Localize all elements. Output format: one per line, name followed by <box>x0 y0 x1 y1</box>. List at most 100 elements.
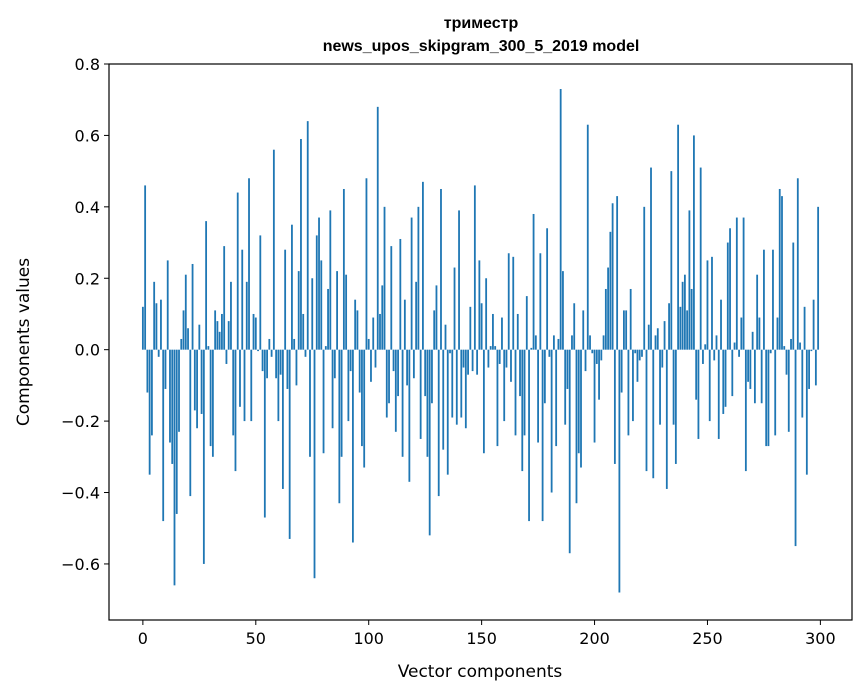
bar-component-188 <box>566 349 569 389</box>
x-tick-label: 150 <box>466 629 497 648</box>
bar-component-148 <box>476 349 479 375</box>
bar-component-232 <box>665 349 668 489</box>
bar-component-244 <box>693 135 695 350</box>
bar-component-220 <box>638 349 641 361</box>
bar-component-55 <box>266 349 268 379</box>
bar-component-70 <box>300 138 302 350</box>
y-axis-ticks: −0.6 −0.4 −0.2 0.0 0.2 0.4 0.6 0.8 <box>61 55 109 574</box>
bar-component-107 <box>383 206 386 350</box>
bar-component-180 <box>548 349 551 357</box>
bar-component-146 <box>471 349 474 372</box>
bar-component-250 <box>706 260 709 350</box>
bar-component-57 <box>270 349 273 357</box>
bar-component-9 <box>162 349 165 522</box>
bar-component-246 <box>697 349 700 439</box>
bar-component-299 <box>817 206 820 350</box>
bar-component-164 <box>512 256 515 350</box>
axes-frame <box>108 63 853 621</box>
bar-component-88 <box>340 349 343 457</box>
bar-component-245 <box>695 349 698 400</box>
bar-component-276 <box>765 349 768 447</box>
bar-component-114 <box>399 238 402 350</box>
bar-component-3 <box>148 349 151 475</box>
bar-component-136 <box>449 349 451 354</box>
bar-component-132 <box>440 188 442 350</box>
bar-component-163 <box>510 349 512 382</box>
bar-component-273 <box>758 317 761 350</box>
bar-component-53 <box>261 349 264 372</box>
bar-component-161 <box>505 349 508 368</box>
bar-component-101 <box>370 349 372 382</box>
bar-component-238 <box>679 306 682 350</box>
x-tick-label: 200 <box>579 629 610 648</box>
bar-component-45 <box>243 349 246 422</box>
bar-component-239 <box>681 281 684 350</box>
bar-component-189 <box>568 349 571 554</box>
bar-component-269 <box>749 349 752 389</box>
bar-component-122 <box>417 206 420 350</box>
bar-component-16 <box>178 349 180 432</box>
bar-component-185 <box>559 88 562 350</box>
bar-component-287 <box>790 338 792 350</box>
bar-component-160 <box>503 349 506 422</box>
bar-component-129 <box>433 310 436 350</box>
bar-component-229 <box>659 349 661 425</box>
bar-component-145 <box>469 306 472 350</box>
bar-component-170 <box>525 296 528 350</box>
bar-component-1 <box>144 185 147 350</box>
bar-component-204 <box>602 335 605 350</box>
bar-component-109 <box>388 349 390 404</box>
chart-title-line-1: триместр <box>444 15 519 32</box>
bar-component-297 <box>812 299 815 350</box>
bar-component-197 <box>586 124 589 350</box>
bar-component-26 <box>200 349 203 414</box>
bar-component-211 <box>618 349 621 593</box>
bar-component-47 <box>248 178 250 350</box>
bar-component-190 <box>571 335 573 350</box>
bar-component-233 <box>668 303 670 350</box>
bar-component-29 <box>207 346 210 350</box>
bar-component-61 <box>279 349 282 375</box>
bar-component-230 <box>661 349 664 368</box>
bar-component-58 <box>272 149 275 350</box>
bar-component-221 <box>641 349 643 357</box>
bar-component-120 <box>412 349 415 379</box>
bar-component-283 <box>781 196 783 350</box>
bar-component-139 <box>455 349 458 425</box>
bar-component-243 <box>690 288 693 350</box>
bar-component-241 <box>686 310 689 350</box>
bar-component-82 <box>327 288 329 350</box>
x-tick-label: 0 <box>138 629 148 648</box>
bar-component-199 <box>591 349 594 354</box>
bar-component-85 <box>333 349 336 379</box>
bar-component-0 <box>141 306 144 350</box>
bar-component-207 <box>609 231 612 350</box>
bar-component-76 <box>313 349 316 579</box>
bar-component-213 <box>623 310 625 350</box>
bar-component-25 <box>198 324 201 350</box>
bar-component-111 <box>392 349 395 372</box>
bar-component-275 <box>763 249 765 350</box>
bar-component-224 <box>647 324 650 350</box>
bar-component-174 <box>534 335 537 350</box>
bar-component-32 <box>214 310 217 350</box>
bar-component-258 <box>724 349 727 407</box>
bar-component-272 <box>756 274 759 350</box>
bar-component-28 <box>205 221 208 350</box>
bar-component-71 <box>302 313 305 350</box>
bar-component-18 <box>182 310 185 350</box>
bar-component-285 <box>785 349 788 375</box>
bar-component-259 <box>726 242 729 350</box>
bar-component-126 <box>426 349 429 457</box>
bar-component-83 <box>329 210 332 350</box>
bar-component-168 <box>521 349 524 472</box>
bar-component-219 <box>636 349 639 382</box>
bar-component-227 <box>654 335 657 350</box>
bar-component-43 <box>239 349 241 407</box>
bar-component-247 <box>699 167 702 350</box>
bar-component-133 <box>442 349 445 450</box>
bar-component-255 <box>717 349 720 439</box>
bar-component-12 <box>169 349 171 443</box>
bar-component-169 <box>523 349 526 436</box>
